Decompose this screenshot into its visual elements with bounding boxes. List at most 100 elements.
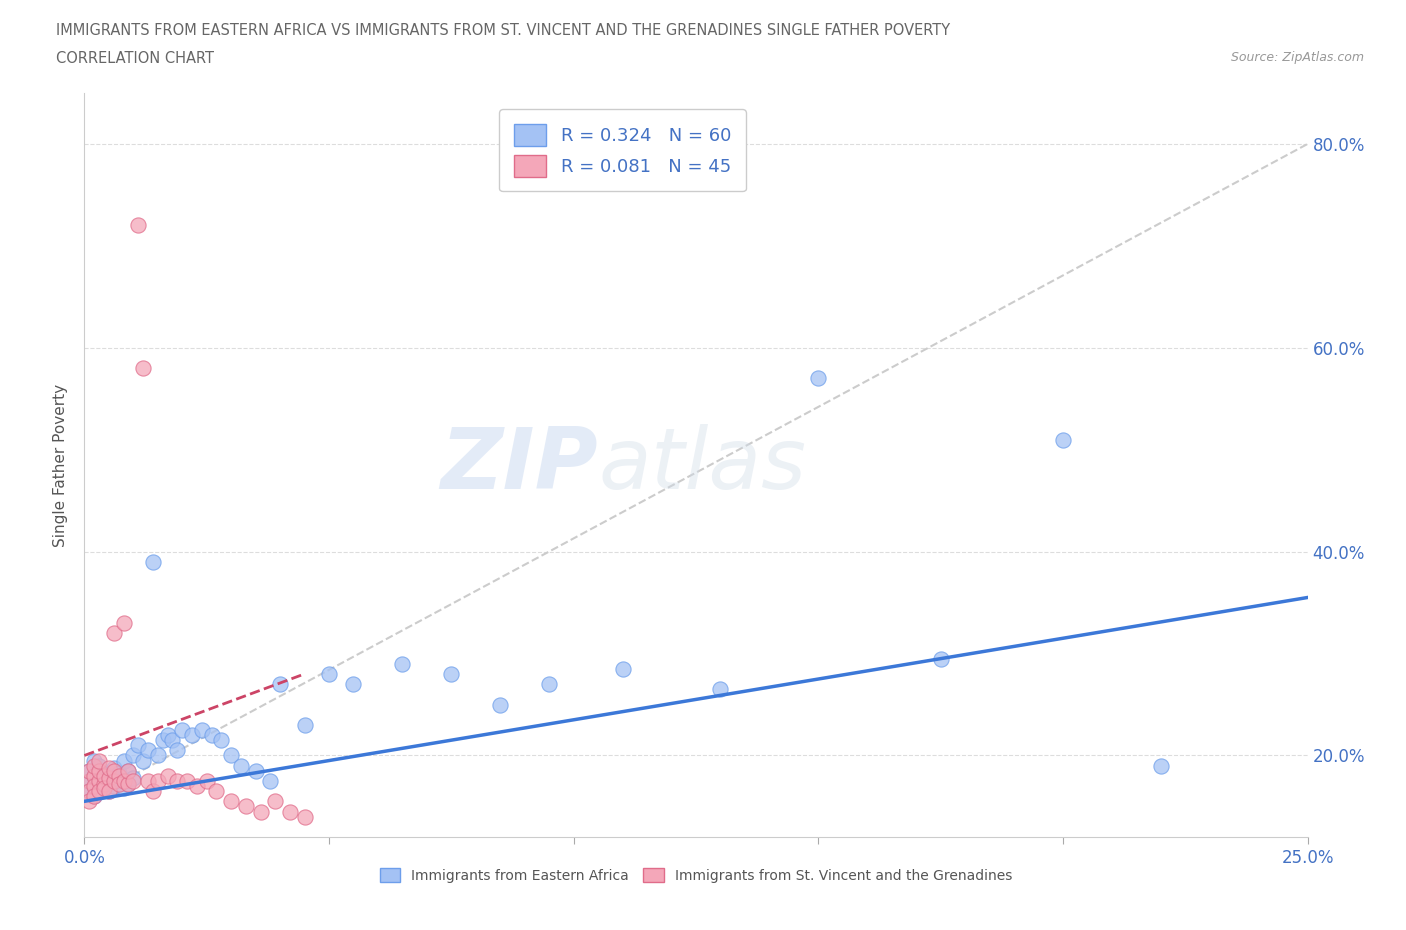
Point [103, 774, 125, 789]
Point [112, 774, 135, 789]
Point [77, 764, 100, 778]
Point [229, 758, 252, 773]
Point [186, 778, 208, 793]
Point [294, 717, 316, 732]
Point [929, 651, 952, 666]
Point [77, 784, 100, 799]
Point [107, 777, 129, 791]
Point [122, 748, 145, 763]
Point [77, 774, 100, 789]
Point [83, 768, 105, 783]
Text: IMMIGRANTS FROM EASTERN AFRICA VS IMMIGRANTS FROM ST. VINCENT AND THE GRENADINES: IMMIGRANTS FROM EASTERN AFRICA VS IMMIGR… [56, 23, 950, 38]
Point [152, 733, 174, 748]
Point [117, 764, 139, 778]
Point [172, 723, 194, 737]
Point [127, 737, 149, 752]
Point [112, 753, 135, 768]
Point [156, 768, 179, 783]
Point [112, 616, 135, 631]
Point [807, 371, 830, 386]
Point [209, 733, 232, 748]
Point [142, 784, 165, 799]
Point [219, 794, 242, 809]
Point [117, 777, 139, 791]
Point [132, 753, 155, 768]
Point [77, 794, 100, 809]
Point [122, 770, 145, 785]
Point [195, 774, 218, 789]
Text: atlas: atlas [598, 423, 806, 507]
Point [77, 764, 100, 778]
Point [87, 774, 110, 789]
Point [538, 677, 561, 692]
Point [112, 780, 135, 795]
Point [200, 727, 222, 742]
Point [489, 698, 512, 712]
Point [612, 661, 634, 676]
Point [87, 784, 110, 799]
Point [264, 794, 287, 809]
Point [176, 774, 198, 789]
Point [342, 677, 364, 692]
Point [181, 727, 204, 742]
Point [93, 780, 115, 795]
Point [83, 789, 105, 804]
Point [1150, 758, 1173, 773]
Legend: Immigrants from Eastern Africa, Immigrants from St. Vincent and the Grenadines: Immigrants from Eastern Africa, Immigran… [373, 861, 1019, 890]
Point [136, 774, 159, 789]
Point [103, 760, 125, 775]
Point [87, 764, 110, 778]
Point [93, 777, 115, 791]
Point [93, 768, 115, 783]
Point [127, 218, 149, 232]
Point [97, 760, 120, 775]
Point [156, 727, 179, 742]
Point [235, 799, 257, 814]
Point [93, 780, 115, 795]
Point [87, 764, 110, 778]
Point [77, 774, 100, 789]
Point [103, 778, 125, 793]
Point [259, 774, 281, 789]
Point [83, 753, 105, 768]
Point [87, 753, 110, 768]
Point [162, 733, 184, 748]
Point [77, 784, 100, 799]
Point [278, 804, 301, 819]
Point [83, 778, 105, 793]
Point [391, 657, 413, 671]
Point [318, 667, 340, 682]
Point [1052, 432, 1074, 447]
Point [245, 764, 267, 778]
Point [87, 758, 110, 773]
Point [294, 809, 316, 824]
Point [97, 768, 120, 783]
Point [191, 723, 214, 737]
Point [87, 774, 110, 789]
Point [709, 682, 731, 697]
Point [87, 784, 110, 799]
Point [107, 765, 129, 780]
Point [269, 677, 291, 692]
Point [83, 778, 105, 793]
Text: CORRELATION CHART: CORRELATION CHART [56, 51, 214, 66]
Point [93, 774, 115, 789]
Point [97, 784, 120, 799]
Point [205, 784, 228, 799]
Point [103, 770, 125, 785]
Point [103, 764, 125, 778]
Point [142, 554, 165, 569]
Point [97, 777, 120, 791]
Point [219, 748, 242, 763]
Point [122, 774, 145, 789]
Point [83, 768, 105, 783]
Point [117, 764, 139, 778]
Point [107, 773, 129, 788]
Point [97, 784, 120, 799]
Point [117, 777, 139, 791]
Text: ZIP: ZIP [440, 423, 598, 507]
Point [83, 758, 105, 773]
Point [440, 667, 463, 682]
Text: Source: ZipAtlas.com: Source: ZipAtlas.com [1230, 51, 1364, 64]
Point [103, 626, 125, 641]
